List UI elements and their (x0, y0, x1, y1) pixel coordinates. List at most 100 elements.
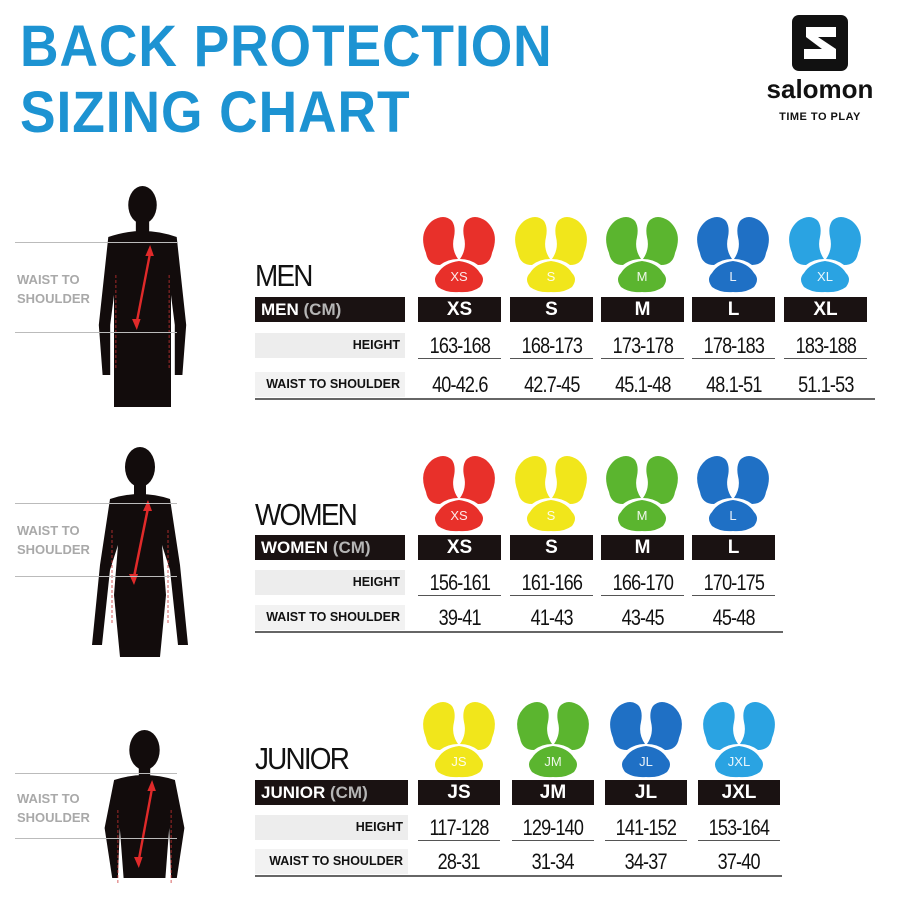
body-figure-women-icon (90, 445, 190, 662)
protector-size-label: XS (450, 269, 468, 284)
back-protector-l-icon: L (692, 213, 774, 293)
side-label-waist-to-shoulder: WAIST TO SHOULDER (17, 270, 90, 308)
section-heading: JUNIOR (255, 741, 350, 776)
height-value-text: 117-128 (429, 815, 489, 840)
unit-label: (CM) (303, 300, 342, 319)
waist-value-text: 37-40 (717, 849, 761, 874)
side-label-line: WAIST TO (17, 523, 80, 538)
waist-to-shoulder-value: 41-43 (510, 605, 593, 630)
guide-line (15, 503, 177, 504)
size-header-jxl: JXL (698, 780, 780, 805)
side-label-waist-to-shoulder: WAIST TO SHOULDER (17, 521, 90, 559)
height-value: 161-166 (510, 570, 593, 596)
waist-to-shoulder-value: 34-37 (605, 849, 687, 874)
row-label-height: HEIGHT (255, 570, 405, 595)
size-header-l: L (692, 535, 775, 560)
unit-label: (CM) (332, 538, 371, 557)
table-bottom-rule (255, 631, 783, 633)
waist-value-text: 43-45 (621, 605, 664, 630)
waist-to-shoulder-value: 42.7-45 (510, 372, 593, 397)
protector-size-label: L (729, 269, 737, 284)
guide-line (15, 576, 177, 577)
waist-to-shoulder-value: 51.1-53 (784, 372, 867, 397)
protector-size-label: XL (817, 269, 833, 284)
guide-line (15, 332, 177, 333)
protector-size-label: JL (639, 754, 653, 769)
waist-value-text: 42.7-45 (523, 372, 580, 397)
table-header-label: WOMEN (CM) (255, 535, 405, 560)
size-header-m: M (601, 297, 684, 322)
row-label-waist-to-shoulder: WAIST TO SHOULDER (255, 849, 408, 874)
table-bottom-rule (255, 398, 875, 400)
table-label: WOMEN (261, 538, 329, 557)
unit-label: (CM) (329, 783, 368, 802)
side-label-line: SHOULDER (17, 291, 90, 306)
side-label-line: WAIST TO (17, 791, 80, 806)
back-protector-jxl-icon: JXL (698, 698, 780, 778)
protector-size-label: M (636, 508, 648, 523)
height-value: 173-178 (601, 333, 684, 359)
height-value: 117-128 (418, 815, 500, 841)
height-value-text: 178-183 (703, 333, 764, 358)
section-heading: MEN (255, 258, 313, 293)
body-figure-junior-icon (97, 728, 192, 900)
height-value-text: 163-168 (429, 333, 490, 358)
waist-to-shoulder-value: 31-34 (512, 849, 594, 874)
waist-value-text: 28-31 (437, 849, 481, 874)
side-label-line: SHOULDER (17, 810, 90, 825)
height-value-text: 170-175 (703, 570, 764, 595)
height-value-text: 183-188 (795, 333, 856, 358)
waist-value-text: 45.1-48 (614, 372, 671, 397)
waist-to-shoulder-value: 43-45 (601, 605, 684, 630)
size-header-xs: XS (418, 535, 501, 560)
height-value-text: 173-178 (612, 333, 673, 358)
height-value: 141-152 (605, 815, 687, 841)
height-value-text: 141-152 (615, 815, 677, 840)
body-figure-men-icon (95, 185, 190, 412)
protector-size-label: S (546, 269, 556, 284)
waist-to-shoulder-value: 40-42.6 (418, 372, 501, 397)
size-header-xl: XL (784, 297, 867, 322)
size-header-jl: JL (605, 780, 687, 805)
back-protector-xs-icon: XS (418, 452, 500, 532)
table-bottom-rule (255, 875, 782, 877)
back-protector-xs-icon: XS (418, 213, 500, 293)
waist-value-text: 41-43 (530, 605, 573, 630)
height-value-text: 161-166 (521, 570, 582, 595)
height-value: 183-188 (784, 333, 867, 359)
waist-to-shoulder-value: 48.1-51 (692, 372, 775, 397)
guide-line (15, 838, 177, 839)
height-value: 153-164 (698, 815, 780, 841)
waist-to-shoulder-value: 39-41 (418, 605, 501, 630)
waist-value-text: 48.1-51 (705, 372, 762, 397)
protector-size-label: S (546, 508, 556, 523)
size-header-jm: JM (512, 780, 594, 805)
protector-size-label: JXL (727, 754, 751, 769)
back-protector-jl-icon: JL (605, 698, 687, 778)
waist-to-shoulder-value: 28-31 (418, 849, 500, 874)
size-header-xs: XS (418, 297, 501, 322)
side-label-line: SHOULDER (17, 542, 90, 557)
row-label-waist-to-shoulder: WAIST TO SHOULDER (255, 605, 405, 630)
salomon-s-icon (792, 15, 848, 71)
back-protector-jm-icon: JM (512, 698, 594, 778)
height-value: 156-161 (418, 570, 501, 596)
row-label-height: HEIGHT (255, 333, 405, 358)
table-header-label: MEN (CM) (255, 297, 405, 322)
waist-value-text: 31-34 (531, 849, 575, 874)
height-value-text: 153-164 (708, 815, 770, 840)
size-header-s: S (510, 297, 593, 322)
size-header-l: L (692, 297, 775, 322)
guide-line (15, 773, 177, 774)
logo-brand: salomon (766, 74, 874, 104)
protector-size-label: L (729, 508, 737, 523)
section-heading: WOMEN (255, 497, 358, 532)
height-value: 168-173 (510, 333, 593, 359)
waist-value-text: 45-48 (712, 605, 755, 630)
height-value: 178-183 (692, 333, 775, 359)
back-protector-l-icon: L (692, 452, 774, 532)
height-value-text: 168-173 (521, 333, 582, 358)
waist-value-text: 51.1-53 (797, 372, 854, 397)
page-title-line-1: BACK PROTECTION (20, 14, 553, 79)
size-header-js: JS (418, 780, 500, 805)
